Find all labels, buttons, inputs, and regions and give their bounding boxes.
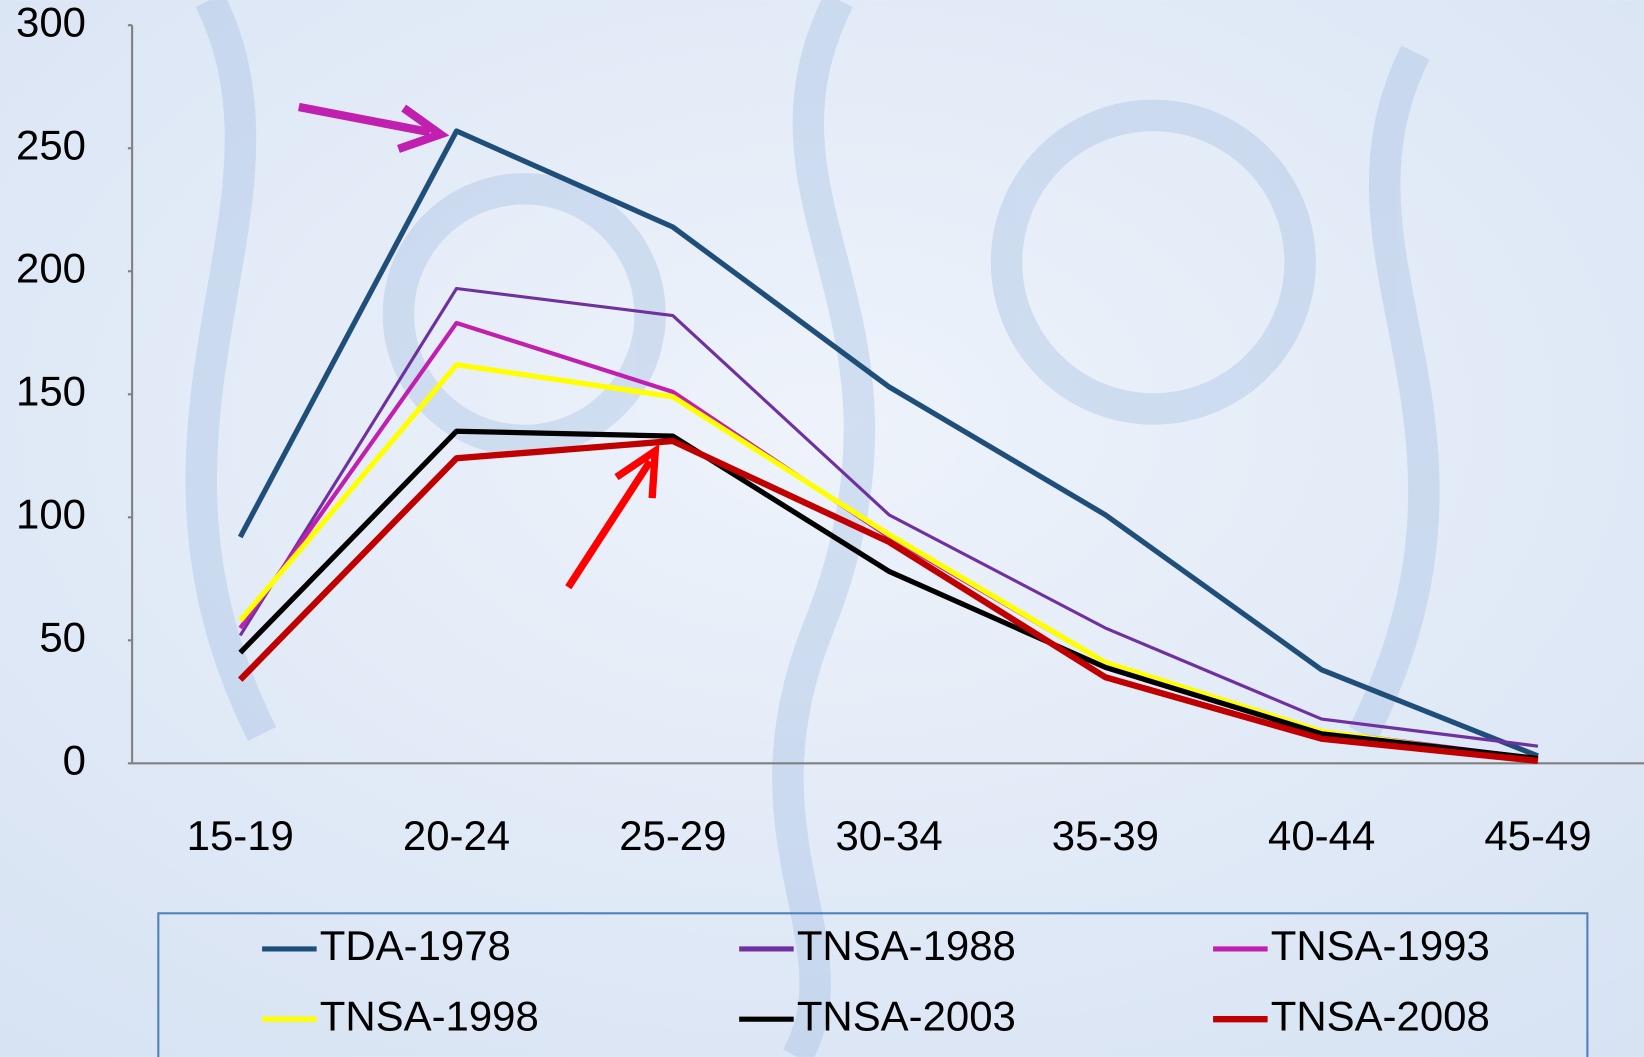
legend-label: TNSA-2003 — [797, 992, 1016, 1039]
legend-label: TNSA-2008 — [1271, 992, 1490, 1039]
x-tick-label: 25-29 — [619, 812, 726, 859]
legend-label: TDA-1978 — [320, 922, 511, 969]
y-tick-label: 300 — [16, 0, 86, 45]
y-tick-label: 200 — [16, 244, 86, 291]
x-tick-label: 20-24 — [403, 812, 510, 859]
annotation-arrow-magenta — [298, 102, 450, 153]
series-line — [237, 128, 1539, 759]
legend-label: TNSA-1988 — [797, 922, 1016, 969]
annotation-arrow-red — [565, 443, 660, 590]
x-tick-label: 35-39 — [1052, 812, 1159, 859]
background-pattern — [185, 0, 1440, 1057]
y-tick-label: 50 — [39, 613, 86, 660]
y-tick-label: 250 — [16, 121, 86, 168]
legend-label: TNSA-1998 — [320, 992, 539, 1039]
series-line — [238, 428, 1539, 762]
x-tick-label: 15-19 — [187, 812, 294, 859]
series-line — [237, 437, 1539, 765]
x-tick-label: 45-49 — [1484, 812, 1591, 859]
y-tick-label: 100 — [16, 490, 86, 537]
x-tick-label: 30-34 — [835, 812, 942, 859]
legend-box — [157, 912, 1589, 1057]
x-tick-label: 40-44 — [1268, 812, 1375, 859]
series-line — [238, 286, 1539, 748]
y-tick-label: 0 — [63, 736, 86, 783]
legend-label: TNSA-1993 — [1271, 922, 1490, 969]
y-tick-label: 150 — [16, 367, 86, 414]
